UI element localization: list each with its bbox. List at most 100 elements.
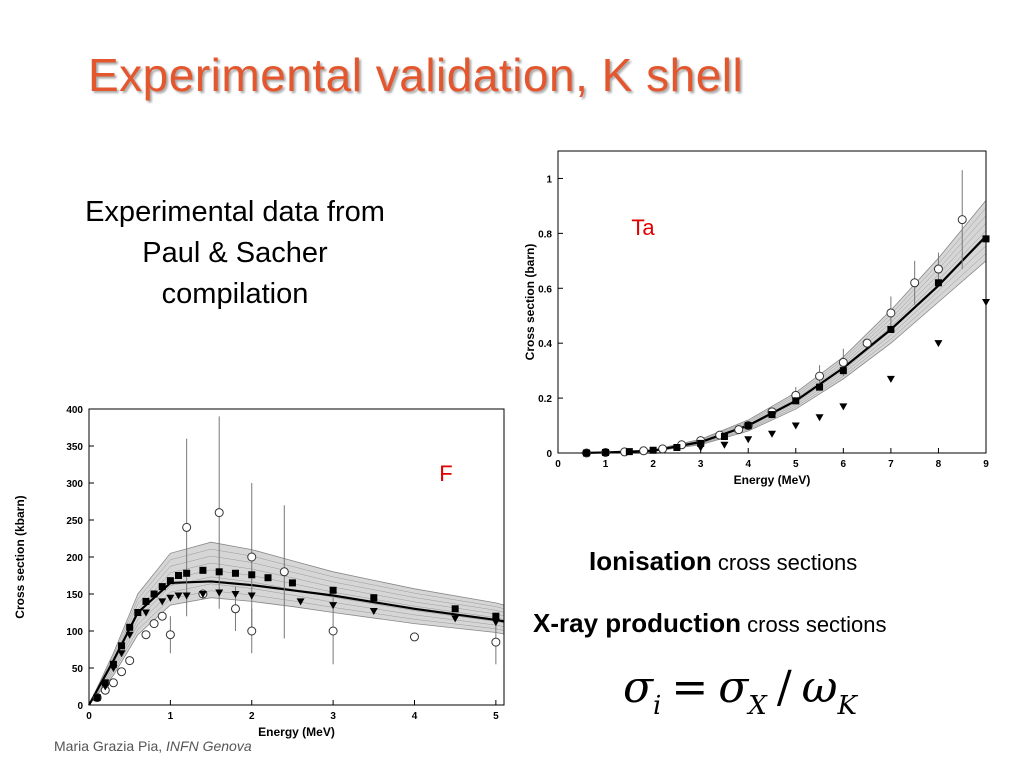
x-tick-label: 6 bbox=[841, 459, 847, 470]
data-point-open-circle bbox=[117, 667, 127, 677]
x-tick-label: 2 bbox=[249, 711, 255, 722]
data-point-open-circle bbox=[838, 357, 848, 367]
data-point-filled-triangle bbox=[182, 592, 191, 600]
data-point-open-circle bbox=[886, 308, 896, 318]
y-axis-label: Cross section (kbarn) bbox=[13, 495, 27, 618]
data-point-open-circle bbox=[108, 678, 118, 688]
y-tick-label: 50 bbox=[72, 664, 84, 675]
plot-frame bbox=[88, 408, 505, 706]
fluorine-chart: 0 1 2 3 4 5 0 50 100 150 200 250 300 350 400 Energy (Me… bbox=[4, 395, 510, 753]
y-tick-label: 0 bbox=[77, 701, 83, 712]
data-point-open-circle bbox=[247, 552, 257, 562]
x-tick-label: 5 bbox=[493, 711, 499, 722]
data-point-filled-square bbox=[625, 448, 633, 456]
data-point-filled-square bbox=[150, 590, 158, 598]
footer-author: Maria Grazia Pia, bbox=[54, 738, 163, 754]
data-point-open-circle bbox=[639, 446, 649, 456]
model-curve bbox=[581, 235, 987, 455]
data-point-filled-square bbox=[329, 586, 337, 594]
data-point-open-circle bbox=[658, 444, 668, 454]
data-point-filled-triangle bbox=[934, 340, 943, 348]
data-point-open-circle bbox=[157, 611, 167, 621]
data-point-filled-square bbox=[839, 367, 847, 375]
x-axis-label: Energy (MeV) bbox=[258, 725, 335, 739]
y-tick-label: 250 bbox=[66, 516, 83, 527]
y-tick-label: 300 bbox=[66, 479, 83, 490]
data-point-filled-square bbox=[768, 411, 776, 419]
data-point-filled-triangle bbox=[158, 598, 167, 606]
data-point-open-circle bbox=[182, 522, 192, 532]
ionisation-line: Ionisation cross sections bbox=[589, 546, 857, 577]
formula-sub-i: i bbox=[653, 691, 662, 721]
data-point-open-circle bbox=[230, 604, 240, 614]
data-point-filled-triangle bbox=[744, 436, 753, 444]
data-point-filled-triangle bbox=[329, 602, 338, 610]
footer-affiliation: INFN Genova bbox=[166, 738, 252, 754]
data-point-filled-triangle bbox=[982, 299, 990, 306]
data-point-filled-square bbox=[288, 579, 296, 587]
y-tick-label: 0 bbox=[546, 449, 552, 460]
y-tick-label: 200 bbox=[66, 553, 83, 564]
x-tick-label: 8 bbox=[936, 459, 942, 470]
source-note: Experimental data from Paul & Sacher com… bbox=[50, 192, 420, 315]
formula-slash: / bbox=[776, 662, 792, 713]
data-point-filled-triangle bbox=[451, 615, 460, 623]
y-tick-label: 150 bbox=[66, 590, 83, 601]
data-point-open-circle bbox=[247, 626, 257, 636]
xray-line: X-ray production cross sections bbox=[533, 608, 887, 639]
source-line: compilation bbox=[161, 278, 309, 310]
formula-sigma: σ bbox=[718, 662, 749, 713]
data-point-filled-square bbox=[744, 422, 752, 430]
data-point-open-circle bbox=[165, 630, 175, 640]
xray-bold: X-ray production bbox=[533, 608, 742, 638]
x-axis-label: Energy (MeV) bbox=[734, 473, 811, 487]
data-point-filled-triangle bbox=[296, 598, 305, 606]
data-point-filled-square bbox=[792, 397, 800, 405]
x-tick-label: 9 bbox=[983, 459, 989, 470]
data-point-open-circle bbox=[957, 215, 967, 225]
data-point-open-circle bbox=[328, 626, 338, 636]
data-point-filled-square bbox=[583, 449, 591, 457]
data-point-filled-triangle bbox=[791, 422, 800, 430]
xray-rest: cross sections bbox=[747, 612, 887, 637]
data-point-filled-triangle bbox=[768, 430, 776, 438]
x-tick-label: 7 bbox=[888, 459, 894, 470]
data-point-filled-triangle bbox=[198, 591, 207, 598]
y-tick-label: 0.2 bbox=[538, 394, 552, 405]
data-point-filled-triangle bbox=[125, 631, 134, 639]
data-point-filled-square bbox=[370, 594, 378, 602]
data-point-filled-triangle bbox=[720, 441, 729, 449]
source-line: Experimental data from bbox=[85, 196, 385, 228]
data-point-filled-triangle bbox=[815, 414, 824, 422]
x-tick-label: 0 bbox=[555, 459, 561, 470]
x-tick-label: 4 bbox=[745, 459, 751, 470]
data-point-open-circle bbox=[279, 567, 289, 577]
data-point-open-circle bbox=[141, 630, 151, 640]
formula-sub-k: K bbox=[837, 691, 857, 721]
data-point-filled-triangle bbox=[166, 594, 175, 602]
data-point-open-circle bbox=[149, 619, 159, 629]
data-point-filled-triangle bbox=[101, 683, 110, 691]
source-line: Paul & Sacher bbox=[142, 237, 328, 269]
x-tick-label: 2 bbox=[650, 459, 656, 470]
x-tick-label: 3 bbox=[698, 459, 704, 470]
slide-title: Experimental validation, K shell bbox=[88, 49, 744, 101]
data-point-filled-triangle bbox=[886, 375, 895, 383]
y-tick-label: 0.4 bbox=[538, 339, 552, 350]
data-point-open-circle bbox=[862, 338, 872, 348]
data-point-filled-square bbox=[649, 446, 657, 454]
cross-section-formula: σi = σX / ωK bbox=[623, 662, 857, 721]
data-point-open-circle bbox=[734, 425, 744, 435]
data-point-filled-square bbox=[126, 623, 134, 631]
y-tick-label: 100 bbox=[66, 627, 83, 638]
data-point-filled-square bbox=[697, 439, 705, 447]
data-point-filled-square bbox=[264, 574, 272, 582]
data-point-filled-square bbox=[451, 605, 459, 613]
data-point-filled-triangle bbox=[491, 619, 500, 627]
x-tick-label: 4 bbox=[412, 711, 418, 722]
data-point-open-circle bbox=[933, 264, 943, 274]
data-point-filled-square bbox=[602, 448, 610, 456]
data-point-filled-triangle bbox=[174, 592, 183, 600]
data-point-open-circle bbox=[409, 632, 419, 642]
